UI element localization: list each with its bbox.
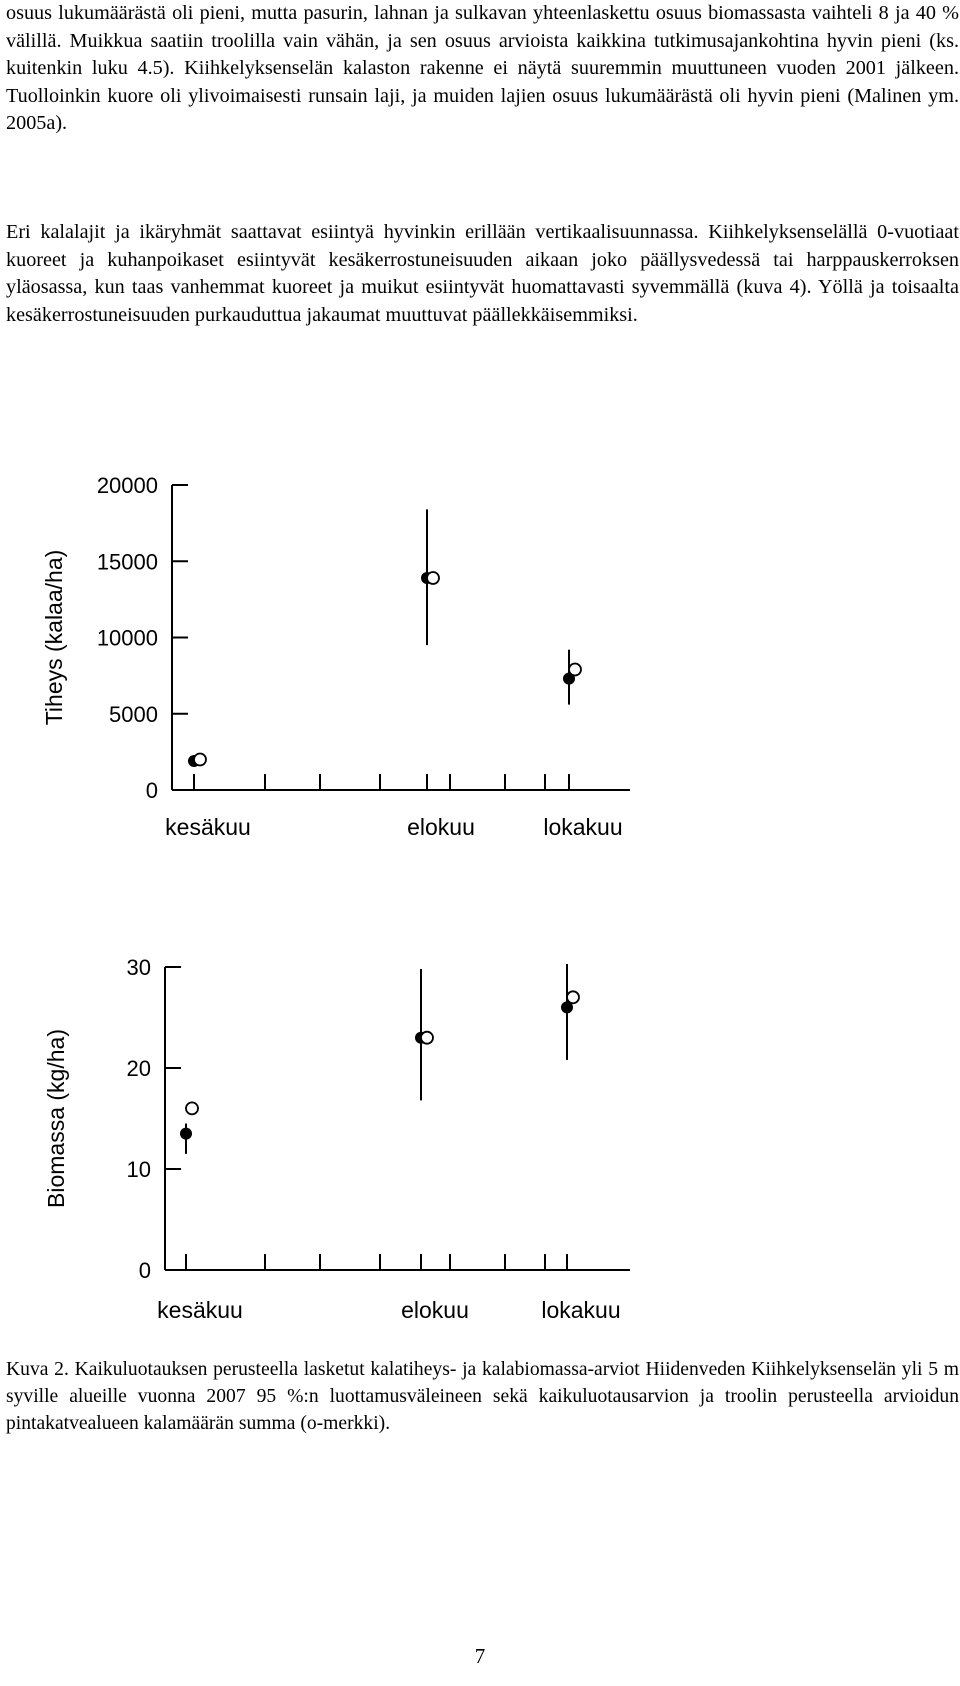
y-tick-label: 20 [127,1056,151,1081]
point-filled [561,1001,573,1014]
y-tick-label: 0 [146,778,158,803]
point-open [185,1101,199,1116]
page-number: 7 [474,1644,486,1668]
point-open [193,752,207,767]
point-open [566,990,580,1005]
point-open [568,662,582,677]
y-tick-label: 15000 [97,549,158,574]
y-axis-title: Biomassa (kg/ha) [43,1029,69,1208]
y-tick-label: 5000 [109,702,158,727]
x-category-label: lokakuu [543,814,622,840]
density-chart: 0 5000 10000 15000 20000 kesäkuu elokuu lokakuu… [41,473,630,840]
y-tick-label: 30 [127,955,151,980]
figure-caption: Kuva 2. Kaikuluotauksen perusteella lask… [6,1359,959,1435]
x-category-label: kesäkuu [165,814,251,840]
y-axis-title: Tiheys (kalaa/ha) [41,550,67,726]
body-paragraph-2: Eri kalalajit ja ikäryhmät saattavat esi… [6,221,959,326]
y-tick-label: 20000 [97,473,158,498]
x-category-label: elokuu [407,814,475,840]
point-filled [180,1127,192,1140]
y-tick-label: 10000 [97,626,158,651]
point-open [420,1030,434,1045]
x-category-label: kesäkuu [157,1297,243,1323]
y-tick-label: 10 [127,1157,151,1182]
point-open [426,571,440,585]
x-category-label: lokakuu [541,1297,620,1323]
biomass-chart: 0 10 20 30 kesäkuu elokuu lokakuu Biomassa (kg/… [43,955,630,1323]
x-category-label: elokuu [401,1297,469,1323]
y-tick-label: 0 [139,1258,151,1283]
body-paragraph-1: osuus lukumäärästä oli pieni, mutta pasu… [6,2,959,134]
